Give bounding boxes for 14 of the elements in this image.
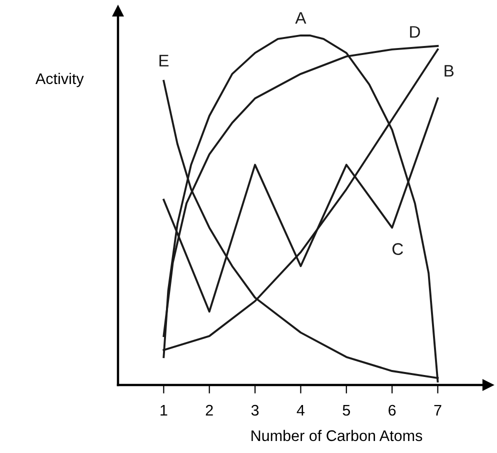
series-label: B (444, 65, 454, 77)
x-axis-title: Number of Carbon Atoms (252, 430, 422, 442)
x-tick-label: 1 (160, 405, 168, 416)
series-label: E (159, 54, 169, 66)
x-tick-label: 5 (342, 405, 350, 416)
series-label: A (295, 12, 306, 24)
series-label: D (410, 26, 420, 38)
x-tick-label: 2 (206, 404, 213, 416)
y-axis-title: Activity (35, 72, 84, 88)
series-label: C (392, 243, 404, 255)
x-tick-label: 6 (388, 404, 396, 416)
x-tick-label: 4 (296, 405, 305, 416)
x-tick-label: 7 (434, 405, 442, 416)
x-tick-label: 3 (251, 404, 259, 416)
